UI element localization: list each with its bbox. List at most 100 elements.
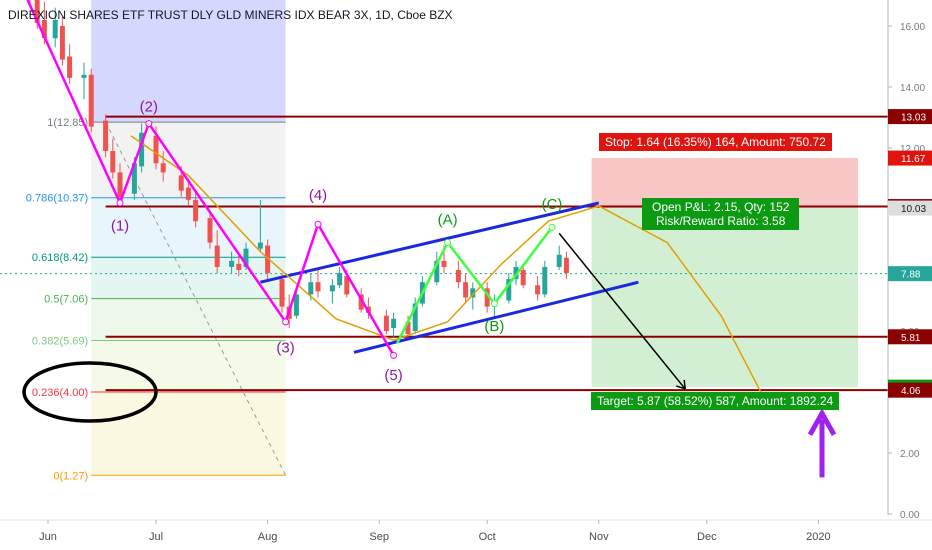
price-label-text: 10.03 — [901, 204, 926, 215]
channel-upper-line — [260, 201, 600, 284]
candle-body — [344, 276, 350, 295]
impulse-wave-label: (1) — [111, 217, 129, 234]
x-tick-label: Dec — [697, 531, 717, 543]
candle-body — [257, 242, 263, 249]
impulse-wave-point — [314, 220, 322, 228]
projection-arc — [130, 135, 762, 393]
fib-label: 0.618(8.42) — [32, 252, 88, 264]
y-tick-label: 12.00 — [900, 144, 925, 155]
pnl-badge: Open P&L: 2.15, Qty: 152 Risk/Reward Rat… — [642, 198, 800, 230]
y-tick-label: 16.00 — [900, 22, 925, 33]
projection-arrow-line — [558, 232, 686, 390]
price-label-text: 11.67 — [901, 154, 926, 165]
price-label-box — [888, 329, 932, 345]
fib-label: 0.382(5.69) — [32, 335, 88, 347]
target-badge: Target: 5.87 (58.52%) 587, Amount: 1892.… — [591, 392, 840, 410]
price-label-text: 13.03 — [901, 113, 926, 124]
pnl-line-2: Risk/Reward Ratio: 3.58 — [656, 214, 786, 228]
fib-label: 0.786(10.37) — [26, 193, 88, 205]
target-zone — [591, 208, 858, 388]
candle-body — [178, 175, 184, 191]
price-label-text: 5.81 — [901, 333, 921, 344]
up-arrow-head — [807, 408, 837, 436]
corrective-wave-point — [490, 300, 498, 308]
fib-band — [91, 298, 286, 341]
price-label-box — [888, 266, 932, 282]
candle-body — [243, 248, 249, 267]
candle-body — [293, 294, 299, 316]
fib-label: 0.5(7.06) — [44, 294, 88, 306]
impulse-wave-point — [282, 318, 290, 326]
impulse-wave-label: (5) — [384, 367, 402, 384]
impulse-wave-label: (4) — [309, 187, 327, 204]
candle-body — [405, 321, 411, 335]
candle-body — [88, 74, 94, 127]
candle-body — [229, 260, 235, 267]
candle-body — [434, 260, 440, 283]
candle-body — [81, 74, 87, 78]
candle-body — [214, 245, 220, 267]
candle-body — [34, 0, 40, 23]
channel-lower-line — [353, 280, 639, 354]
candle-body — [265, 245, 271, 274]
candle-body — [131, 163, 137, 194]
candle-body — [455, 270, 461, 283]
corrective-wave-line — [396, 226, 553, 344]
candle-body — [542, 266, 548, 295]
corrective-wave-label: (C) — [542, 196, 563, 213]
candle-body — [337, 273, 343, 286]
price-label-box — [888, 200, 932, 216]
candle-body — [535, 285, 541, 295]
price-label-box — [888, 150, 932, 166]
candle-body — [117, 172, 123, 197]
chart-title: DIREXION SHARES ETF TRUST DLY GLD MINERS… — [8, 8, 453, 22]
impulse-wave-point — [390, 351, 398, 359]
fib-label: 0(1.27) — [53, 470, 88, 482]
corrective-wave-label: (A) — [438, 211, 458, 228]
candle-body — [383, 315, 389, 331]
candle-body — [556, 254, 562, 267]
fib-band — [91, 392, 286, 476]
x-tick-label: 2020 — [806, 531, 830, 543]
corrective-wave-point — [444, 239, 452, 247]
candle-body — [103, 120, 109, 152]
impulse-wave-line — [26, 0, 395, 357]
candle-body — [153, 135, 159, 164]
corrective-wave-point — [548, 223, 556, 231]
candle-body — [67, 56, 73, 78]
x-tick-label: Sep — [369, 531, 389, 543]
corrective-wave-label: (B) — [484, 318, 504, 335]
projection-arrow-head — [675, 379, 686, 390]
highlight-ellipse — [22, 361, 158, 423]
impulse-wave-point — [145, 120, 153, 128]
impulse-wave-point — [116, 199, 124, 207]
fib-band — [91, 257, 286, 299]
y-tick-label: 14.00 — [900, 83, 925, 94]
candle-body — [193, 199, 199, 222]
stop-badge: Stop: 1.64 (16.35%) 164, Amount: 750.72 — [599, 133, 832, 151]
impulse-wave-label: (2) — [140, 98, 158, 115]
x-tick-label: Aug — [258, 531, 278, 543]
fib-band — [91, 0, 286, 123]
price-label-box — [888, 382, 932, 398]
candle-body — [441, 260, 447, 267]
candle-body — [506, 279, 512, 301]
candle-body — [236, 263, 242, 270]
fib-label: 1(12.85) — [47, 117, 88, 129]
candle-body — [463, 282, 469, 298]
impulse-wave-label: (3) — [276, 339, 294, 356]
candle-body — [315, 282, 321, 292]
y-tick-label: 2.00 — [900, 449, 920, 460]
candle-body — [412, 303, 418, 331]
candle-body — [520, 270, 526, 286]
x-tick-label: Jul — [149, 531, 163, 543]
candle-body — [279, 279, 285, 307]
candle-body — [52, 19, 58, 39]
candle-body — [308, 282, 314, 295]
price-label-text: 7.88 — [901, 270, 921, 281]
fib-band — [91, 197, 286, 258]
candle-body — [484, 288, 490, 307]
price-label-text: 4.06 — [901, 386, 921, 397]
candle-body — [470, 288, 476, 298]
